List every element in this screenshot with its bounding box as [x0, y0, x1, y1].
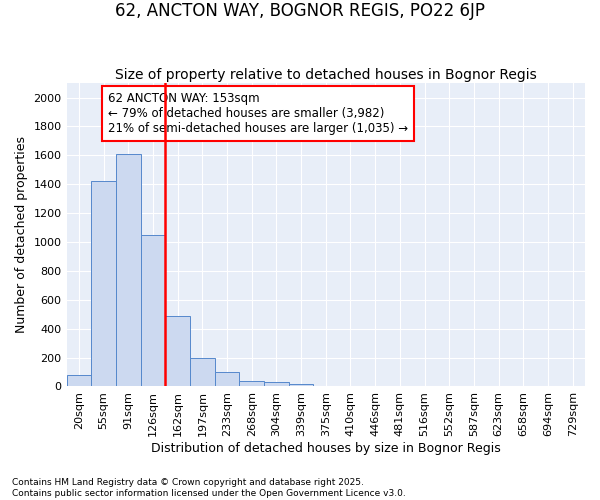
- Bar: [91, 182, 116, 386]
- Bar: [116, 154, 140, 386]
- Bar: [190, 358, 215, 386]
- Bar: [289, 384, 313, 386]
- Bar: [140, 235, 165, 386]
- Bar: [239, 380, 264, 386]
- Text: Contains HM Land Registry data © Crown copyright and database right 2025.
Contai: Contains HM Land Registry data © Crown c…: [12, 478, 406, 498]
- Text: 62, ANCTON WAY, BOGNOR REGIS, PO22 6JP: 62, ANCTON WAY, BOGNOR REGIS, PO22 6JP: [115, 2, 485, 21]
- Y-axis label: Number of detached properties: Number of detached properties: [15, 136, 28, 334]
- Bar: [67, 375, 91, 386]
- X-axis label: Distribution of detached houses by size in Bognor Regis: Distribution of detached houses by size …: [151, 442, 500, 455]
- Bar: [215, 372, 239, 386]
- Bar: [264, 382, 289, 386]
- Text: 62 ANCTON WAY: 153sqm
← 79% of detached houses are smaller (3,982)
21% of semi-d: 62 ANCTON WAY: 153sqm ← 79% of detached …: [108, 92, 408, 136]
- Bar: [165, 316, 190, 386]
- Title: Size of property relative to detached houses in Bognor Regis: Size of property relative to detached ho…: [115, 68, 536, 82]
